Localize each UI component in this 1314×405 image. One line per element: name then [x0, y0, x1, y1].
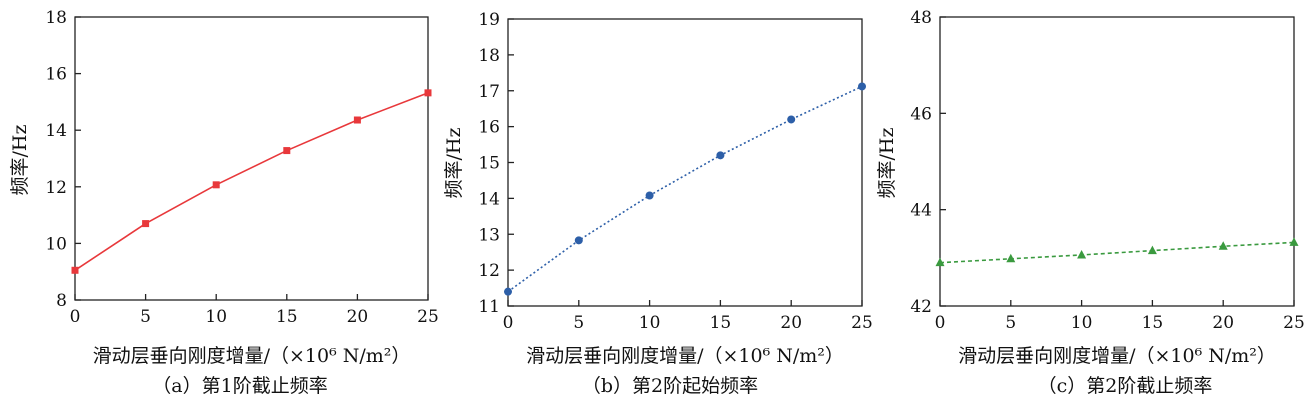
- x-tick-label: 10: [639, 313, 661, 333]
- panel-caption: （c）第2阶截止频率: [1038, 375, 1213, 397]
- y-tick-label: 11: [478, 297, 500, 317]
- y-tick-label: 15: [478, 154, 500, 174]
- x-tick-label: 0: [70, 307, 81, 327]
- data-point-square: [283, 147, 291, 155]
- x-axis-label: 滑动层垂向刚度增量/（×10⁶ N/m²）: [93, 345, 411, 367]
- chart-panel-3: 0 5 10 15 20 25 42 44 46 48 滑动层垂向刚度增量/（×10⁶ N/m²） 频…: [876, 8, 1305, 397]
- data-point-circle: [574, 236, 583, 245]
- data-point-triangle: [1289, 237, 1299, 246]
- x-tick-label: 0: [503, 313, 514, 333]
- x-tick-label: 20: [1212, 313, 1234, 333]
- x-tick-label: 25: [851, 313, 873, 333]
- y-tick-label: 16: [45, 65, 67, 85]
- y-tick-label: 10: [45, 234, 67, 254]
- panel-caption: （b）第2阶起始频率: [582, 375, 758, 397]
- data-point-triangle: [1147, 245, 1157, 255]
- x-axis-label: 滑动层垂向刚度增量/（×10⁶ N/m²）: [958, 345, 1276, 367]
- y-tick-label: 16: [478, 118, 500, 138]
- y-tick-label: 19: [478, 10, 500, 30]
- data-point-square: [353, 116, 361, 124]
- y-tick-label: 13: [478, 225, 500, 245]
- x-tick-label: 20: [780, 313, 802, 333]
- y-tick-label: 14: [45, 121, 67, 141]
- data-point-circle: [858, 82, 866, 91]
- data-point-triangle: [1077, 249, 1087, 259]
- y-axis-label: 频率/Hz: [443, 128, 465, 199]
- plot-frame: [74, 16, 429, 301]
- y-tick-label: 18: [45, 8, 67, 28]
- y-tick-label: 17: [478, 82, 500, 102]
- chart-panel-1: 0 5 10 15 20 25 8 10 12 14 16 18 滑动层垂向刚度增量/（×10⁶ N/m…: [9, 8, 439, 397]
- y-tick-label: 42: [910, 297, 932, 317]
- panel-caption: （a）第1阶截止频率: [152, 375, 327, 397]
- series-line: [939, 241, 1295, 264]
- x-tick-label: 5: [1005, 313, 1016, 333]
- y-tick-label: 14: [478, 189, 500, 209]
- y-tick-label: 12: [45, 178, 67, 198]
- x-axis-label: 滑动层垂向刚度增量/（×10⁶ N/m²）: [526, 345, 844, 367]
- y-axis-label: 频率/Hz: [9, 125, 31, 196]
- x-tick-label: 25: [417, 307, 439, 327]
- plot-frame: [507, 18, 863, 307]
- x-tick-label: 5: [573, 313, 584, 333]
- x-tick-label: 15: [710, 313, 732, 333]
- data-point-square: [424, 89, 432, 97]
- chart-panel-2: 0 5 10 15 20 25 11 12 13 14 15 16 17 18 19 滑动层垂向刚度增量/（×…: [443, 10, 873, 397]
- data-point-triangle: [1218, 241, 1228, 250]
- data-point-triangle: [1006, 253, 1016, 263]
- series-line: [507, 85, 863, 293]
- plot-frame: [939, 16, 1295, 307]
- y-tick-label: 18: [478, 46, 500, 66]
- data-point-square: [142, 220, 150, 228]
- data-point-circle: [645, 191, 654, 200]
- y-tick-label: 12: [478, 261, 500, 281]
- data-point-circle: [504, 287, 512, 296]
- data-point-triangle: [935, 257, 945, 267]
- x-tick-label: 5: [140, 307, 151, 327]
- y-axis-label: 频率/Hz: [876, 128, 898, 199]
- x-tick-label: 10: [1071, 313, 1093, 333]
- x-tick-label: 15: [1142, 313, 1164, 333]
- data-point-circle: [787, 115, 796, 124]
- data-point-square: [71, 266, 79, 274]
- y-tick-label: 48: [910, 8, 932, 28]
- data-point-circle: [716, 151, 725, 160]
- y-tick-label: 8: [56, 291, 67, 311]
- x-tick-label: 25: [1283, 313, 1305, 333]
- x-tick-label: 20: [347, 307, 369, 327]
- y-tick-label: 46: [910, 104, 932, 124]
- x-tick-label: 0: [935, 313, 946, 333]
- y-tick-label: 44: [910, 201, 932, 221]
- x-tick-label: 15: [276, 307, 298, 327]
- x-tick-label: 10: [205, 307, 227, 327]
- data-point-square: [212, 181, 220, 189]
- series-line: [74, 92, 429, 271]
